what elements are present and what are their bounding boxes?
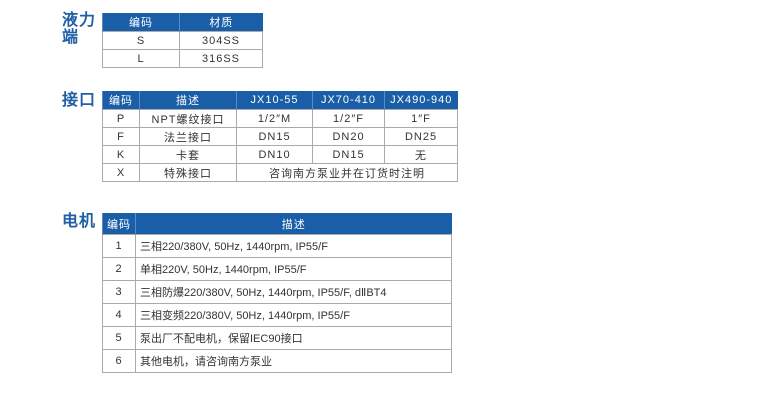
cell: 法兰接口 <box>139 127 237 146</box>
table-row: 6 其他电机，请咨询南方泵业 <box>102 349 452 373</box>
cell: X <box>102 163 140 182</box>
table-row: 1 三相220/380V, 50Hz, 1440rpm, IP55/F <box>102 234 452 258</box>
cell: 三相220/380V, 50Hz, 1440rpm, IP55/F <box>135 234 452 258</box>
cell: DN10 <box>236 145 313 164</box>
header-desc: 描述 <box>139 91 237 110</box>
cell: 4 <box>102 303 136 327</box>
section-title-motor: 电机 <box>62 213 97 230</box>
table-row: 5 泵出厂不配电机，保留IEC90接口 <box>102 326 452 350</box>
table-row: 2 单相220V, 50Hz, 1440rpm, IP55/F <box>102 257 452 281</box>
table-row: S 304SS <box>102 31 263 50</box>
table-row: 3 三相防爆220/380V, 50Hz, 1440rpm, IP55/F, dⅡ… <box>102 280 452 304</box>
cell: 其他电机，请咨询南方泵业 <box>135 349 452 373</box>
header-desc: 描述 <box>135 213 452 235</box>
header-code: 编码 <box>102 91 140 110</box>
header-code: 编码 <box>102 13 180 32</box>
cell: 卡套 <box>139 145 237 164</box>
cell: 三相变频220/380V, 50Hz, 1440rpm, IP55/F <box>135 303 452 327</box>
cell: 1/2″F <box>312 109 385 128</box>
section-title-connection: 接口 <box>62 92 97 109</box>
cell: K <box>102 145 140 164</box>
cell: F <box>102 127 140 146</box>
cell: 1 <box>102 234 136 258</box>
table-row: L 316SS <box>102 49 263 68</box>
header-code: 编码 <box>102 213 136 235</box>
table-row: 4 三相变频220/380V, 50Hz, 1440rpm, IP55/F <box>102 303 452 327</box>
cell: DN15 <box>312 145 385 164</box>
connection-table: 编码 描述 JX10-55 JX70-410 JX490-940 P NPT螺纹接… <box>102 91 458 182</box>
cell: DN15 <box>236 127 313 146</box>
table-row: F 法兰接口 DN15 DN20 DN25 <box>102 127 458 146</box>
cell: 无 <box>384 145 458 164</box>
cell: S <box>102 31 180 50</box>
cell: 3 <box>102 280 136 304</box>
cell: 2 <box>102 257 136 281</box>
cell: L <box>102 49 180 68</box>
fluid-end-table: 编码 材质 S 304SS L 316SS <box>102 13 263 68</box>
cell-note: 咨询南方泵业并在订货时注明 <box>236 163 458 182</box>
cell: P <box>102 109 140 128</box>
cell: 特殊接口 <box>139 163 237 182</box>
cell: 316SS <box>179 49 263 68</box>
cell: 1″F <box>384 109 458 128</box>
header-jx490: JX490-940 <box>384 91 458 110</box>
cell: 三相防爆220/380V, 50Hz, 1440rpm, IP55/F, dⅡB… <box>135 280 452 304</box>
header-jx10: JX10-55 <box>236 91 313 110</box>
motor-table: 编码 描述 1 三相220/380V, 50Hz, 1440rpm, IP55/F … <box>102 213 452 373</box>
cell: DN25 <box>384 127 458 146</box>
cell: 泵出厂不配电机，保留IEC90接口 <box>135 326 452 350</box>
header-material: 材质 <box>179 13 263 32</box>
cell: DN20 <box>312 127 385 146</box>
table-row: P NPT螺纹接口 1/2″M 1/2″F 1″F <box>102 109 458 128</box>
cell: NPT螺纹接口 <box>139 109 237 128</box>
cell: 6 <box>102 349 136 373</box>
cell: 304SS <box>179 31 263 50</box>
cell: 5 <box>102 326 136 350</box>
cell: 1/2″M <box>236 109 313 128</box>
table-row: K 卡套 DN10 DN15 无 <box>102 145 458 164</box>
section-title-fluid-end: 液力端 <box>62 12 97 46</box>
cell: 单相220V, 50Hz, 1440rpm, IP55/F <box>135 257 452 281</box>
header-jx70: JX70-410 <box>312 91 385 110</box>
table-row: X 特殊接口 咨询南方泵业并在订货时注明 <box>102 163 458 182</box>
